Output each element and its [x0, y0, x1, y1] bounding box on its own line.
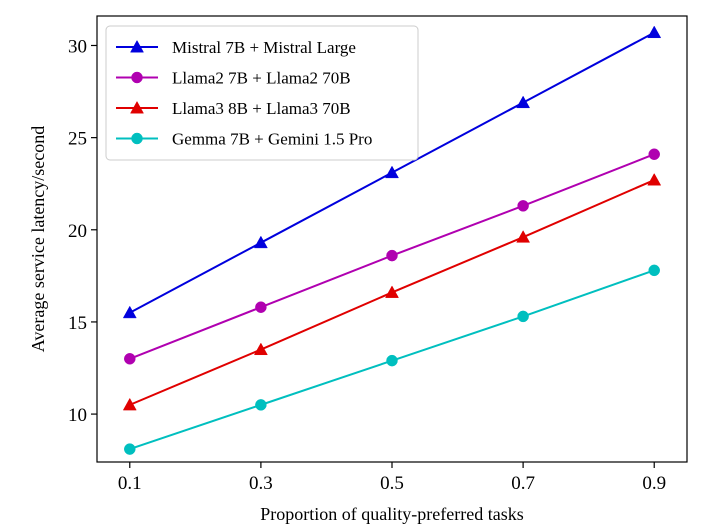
legend-label: Llama3 8B + Llama3 70B: [172, 99, 351, 118]
data-point: [386, 249, 398, 262]
y-tick-label: 25: [68, 129, 87, 150]
legend-item: Mistral 7B + Mistral Large: [116, 38, 356, 57]
data-point: [647, 25, 662, 39]
data-point: [255, 301, 267, 313]
y-tick-label: 15: [68, 313, 87, 334]
y-tick-label: 30: [68, 36, 87, 57]
ticks-layer: 0.1 0.3 0.5 0.7 0.9 10 15 20 25 30: [68, 36, 666, 494]
series-1: [122, 25, 662, 319]
legend-marker: [130, 100, 144, 114]
legend-item: Llama2 7B + Llama2 70B: [116, 69, 351, 88]
y-tick-label: 10: [68, 405, 87, 426]
data-point: [124, 443, 136, 455]
x-tick-label: 0.5: [380, 473, 404, 494]
data-point: [124, 353, 136, 365]
x-tick-label: 0.3: [249, 473, 273, 494]
data-point: [648, 264, 660, 277]
legend-marker: [131, 132, 143, 145]
series-3: [122, 173, 662, 411]
legend-label: Gemma 7B + Gemini 1.5 Pro: [172, 130, 372, 149]
data-point: [122, 305, 137, 319]
legend-label: Mistral 7B + Mistral Large: [172, 38, 356, 57]
x-tick-label: 0.9: [642, 473, 666, 494]
legend-item: Gemma 7B + Gemini 1.5 Pro: [116, 130, 372, 149]
legend: Mistral 7B + Mistral Large Llama2 7B + Ll…: [105, 25, 419, 161]
data-point: [648, 148, 660, 160]
data-point: [385, 165, 399, 179]
data-point: [385, 285, 399, 298]
data-point: [253, 235, 268, 249]
data-point: [386, 354, 398, 367]
legend-marker: [131, 71, 143, 84]
data-point: [647, 173, 662, 186]
data-point: [516, 95, 531, 109]
series-layer: [122, 25, 662, 455]
data-point: [516, 230, 531, 243]
data-point: [517, 310, 529, 323]
y-axis-title: Average service latency/second: [28, 126, 48, 353]
data-point: [122, 397, 137, 411]
data-point: [255, 399, 267, 411]
y-tick-label: 20: [68, 221, 87, 242]
legend-box: [105, 25, 419, 161]
x-tick-label: 0.7: [511, 473, 535, 494]
x-tick-label: 0.1: [118, 473, 142, 494]
data-point: [517, 200, 529, 212]
legend-marker: [130, 39, 144, 53]
x-axis-title: Proportion of quality-preferred tasks: [260, 504, 523, 524]
series-4: [124, 264, 660, 455]
data-point: [253, 342, 268, 356]
legend-label: Llama2 7B + Llama2 70B: [172, 69, 351, 88]
legend-item: Llama3 8B + Llama3 70B: [116, 99, 351, 118]
series-2: [124, 148, 660, 365]
